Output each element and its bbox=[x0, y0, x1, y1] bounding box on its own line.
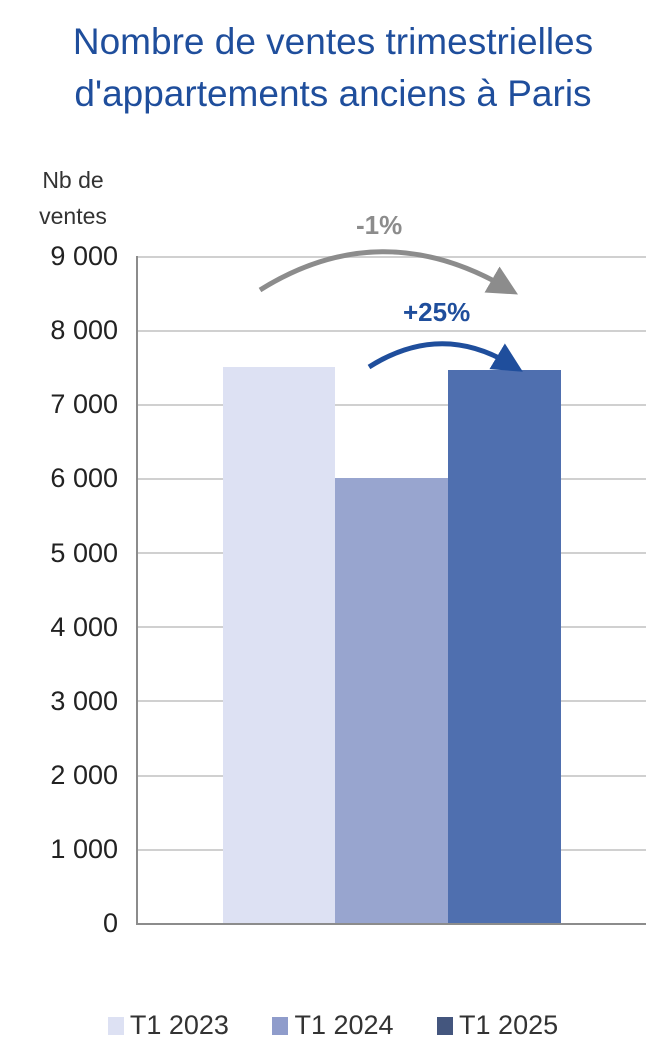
legend-item-t1-2023: T1 2023 bbox=[107, 1010, 229, 1041]
legend: T1 2023 T1 2024 T1 2025 bbox=[0, 1010, 666, 1042]
y-tick: 7 000 bbox=[50, 389, 118, 419]
annotation-minus-1: -1% bbox=[356, 210, 403, 240]
plot-area bbox=[136, 256, 646, 925]
gridline bbox=[138, 404, 646, 406]
y-tick: 8 000 bbox=[50, 315, 118, 345]
y-tick: 2 000 bbox=[50, 760, 118, 790]
legend-item-t1-2024: T1 2024 bbox=[272, 1010, 394, 1041]
y-tick: 5 000 bbox=[50, 538, 118, 568]
y-tick: 3 000 bbox=[50, 686, 118, 716]
title-line-1: Nombre de ventes trimestrielles bbox=[72, 21, 594, 62]
bar-t1-2023 bbox=[223, 367, 335, 923]
y-axis-label-line-2: ventes bbox=[39, 203, 107, 229]
title-line-2: d'appartements anciens à Paris bbox=[74, 73, 592, 114]
legend-swatch bbox=[107, 1016, 124, 1035]
gridline bbox=[138, 330, 646, 332]
y-tick: 0 bbox=[102, 908, 118, 938]
gridline bbox=[138, 256, 646, 258]
bar-t1-2025 bbox=[448, 370, 561, 923]
y-axis-label: Nb de ventes bbox=[18, 162, 128, 234]
legend-label: T1 2023 bbox=[129, 1010, 229, 1040]
y-tick: 9 000 bbox=[50, 241, 118, 271]
y-axis-label-line-1: Nb de bbox=[42, 167, 104, 193]
legend-label: T1 2024 bbox=[294, 1010, 394, 1040]
arrow-gray-icon bbox=[258, 249, 519, 295]
bar-t1-2024 bbox=[335, 478, 448, 923]
legend-label: T1 2025 bbox=[459, 1010, 559, 1040]
y-tick: 1 000 bbox=[50, 834, 118, 864]
arrow-blue-icon bbox=[367, 341, 523, 372]
y-tick: 4 000 bbox=[50, 612, 118, 642]
annotation-plus-25: +25% bbox=[403, 297, 471, 327]
y-tick: 6 000 bbox=[50, 463, 118, 493]
legend-swatch bbox=[437, 1016, 454, 1035]
chart-title: Nombre de ventes trimestrielles d'appart… bbox=[0, 16, 666, 120]
legend-swatch bbox=[272, 1016, 289, 1035]
legend-item-t1-2025: T1 2025 bbox=[437, 1010, 558, 1041]
